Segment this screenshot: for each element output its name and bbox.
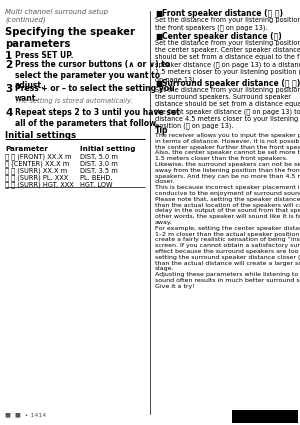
Text: 1: 1: [5, 51, 12, 61]
Text: HGT. LOW: HGT. LOW: [80, 181, 112, 187]
Text: 3: 3: [5, 84, 12, 94]
Text: Ⓛ Ⓜ (SURR) XX.X m: Ⓛ Ⓜ (SURR) XX.X m: [5, 167, 67, 174]
Text: Press SET UP.: Press SET UP.: [15, 51, 74, 60]
Text: ■: ■: [155, 79, 162, 88]
Text: Press + or – to select the setting you
want.: Press + or – to select the setting you w…: [15, 84, 175, 103]
Text: Set the distance from your listening position to
the front speakers (Ⓘ on page 1: Set the distance from your listening pos…: [155, 17, 300, 31]
Text: Press the cursor buttons (∧ or ∨) to
select the parameter you want to
adjust.: Press the cursor buttons (∧ or ∨) to sel…: [15, 60, 170, 90]
Text: Parameter: Parameter: [5, 146, 48, 152]
Text: Ⓛ (CENTER) XX.X m: Ⓛ (CENTER) XX.X m: [5, 161, 69, 167]
Text: Ⓛ Ⓜ (SURR) PL. XXX: Ⓛ Ⓜ (SURR) PL. XXX: [5, 175, 68, 181]
Text: Initial setting: Initial setting: [80, 146, 136, 152]
FancyBboxPatch shape: [232, 410, 298, 423]
Text: The setting is stored automatically.: The setting is stored automatically.: [15, 98, 133, 104]
Text: DIST. 3.5 m: DIST. 3.5 m: [80, 167, 118, 173]
Text: Surround speaker distance (Ⓛ Ⓜ): Surround speaker distance (Ⓛ Ⓜ): [162, 79, 300, 88]
Text: Set the distance from your listening position to
the center speaker. Center spea: Set the distance from your listening pos…: [155, 40, 300, 83]
Text: Set the distance from your listening position to
the surround speakers. Surround: Set the distance from your listening pos…: [155, 87, 300, 129]
Text: 2: 2: [5, 60, 12, 70]
Text: PL. BEHD.: PL. BEHD.: [80, 175, 112, 181]
Text: Tip: Tip: [155, 126, 169, 135]
Text: Specifying the speaker
parameters: Specifying the speaker parameters: [5, 27, 135, 48]
Text: Ⓛ Ⓜ (FRONT) XX.X m: Ⓛ Ⓜ (FRONT) XX.X m: [5, 153, 71, 160]
Text: The receiver allows you to input the speaker position
in terms of distance. Howe: The receiver allows you to input the spe…: [155, 133, 300, 289]
Text: Center speaker distance (Ⓛ): Center speaker distance (Ⓛ): [162, 32, 282, 41]
Text: ■: ■: [155, 9, 162, 18]
Text: ■: ■: [155, 32, 162, 41]
Text: Initial settings: Initial settings: [5, 130, 76, 139]
Text: ■  ■  • 1414: ■ ■ • 1414: [5, 412, 46, 417]
Text: Front speaker distance (Ⓛ Ⓜ): Front speaker distance (Ⓛ Ⓜ): [162, 9, 283, 18]
Text: DIST. 5.0 m: DIST. 5.0 m: [80, 153, 118, 160]
Text: Ⓛ Ⓜ (SURR) HGT. XXX: Ⓛ Ⓜ (SURR) HGT. XXX: [5, 181, 74, 188]
Text: 4: 4: [5, 108, 12, 118]
Text: Repeat steps 2 to 3 until you have set
all of the parameters that follow.: Repeat steps 2 to 3 until you have set a…: [15, 108, 180, 128]
Text: DIST. 3.0 m: DIST. 3.0 m: [80, 161, 118, 167]
Text: Multi channel surround setup
(continued): Multi channel surround setup (continued): [5, 9, 108, 23]
